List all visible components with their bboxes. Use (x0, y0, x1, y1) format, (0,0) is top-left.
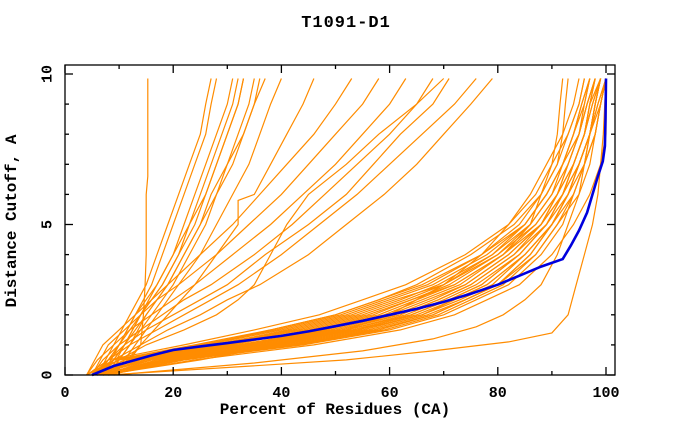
model-curve (86, 78, 585, 376)
model-curve (86, 78, 585, 376)
model-curve (102, 78, 245, 376)
x-axis-title: Percent of Residues (CA) (220, 401, 450, 419)
x-tick-label: 100 (592, 385, 619, 402)
model-curve (102, 78, 607, 376)
y-tick-label: 0 (40, 370, 57, 379)
y-tick-label: 5 (40, 220, 57, 229)
y-axis-title: Distance Cutoff, A (3, 134, 21, 307)
model-curve (86, 78, 353, 376)
model-curve (113, 78, 602, 376)
model-curve (91, 78, 380, 376)
model-curve (108, 78, 607, 376)
plot-frame (64, 64, 616, 376)
model-curve (113, 78, 315, 376)
x-tick-label: 60 (381, 385, 399, 402)
model-curve (91, 78, 445, 376)
highlighted-model-curve (91, 78, 608, 377)
model-curves-layer (86, 78, 608, 377)
model-curve (107, 78, 255, 376)
model-curve (91, 78, 477, 376)
model-curve (97, 78, 607, 376)
model-curve (97, 78, 493, 376)
model-curve (97, 78, 450, 376)
model-curve (102, 78, 580, 376)
axes-layer: 0 20 40 60 80 100 0 5 10 (40, 64, 620, 402)
y-tick-label: 10 (40, 65, 57, 83)
x-tick-label: 40 (272, 385, 290, 402)
model-curve (86, 78, 407, 376)
chart-title: T1091-D1 (301, 14, 391, 33)
model-curve (91, 78, 434, 376)
model-curve (107, 78, 149, 376)
x-tick-label: 0 (60, 385, 69, 402)
model-curve (97, 78, 239, 376)
model-curve (91, 78, 569, 376)
model-curve (86, 78, 591, 376)
model-curve (113, 78, 282, 376)
x-tick-label: 20 (164, 385, 182, 402)
model-curve (96, 78, 212, 376)
model-curve (91, 78, 596, 376)
x-tick-label: 80 (489, 385, 507, 402)
